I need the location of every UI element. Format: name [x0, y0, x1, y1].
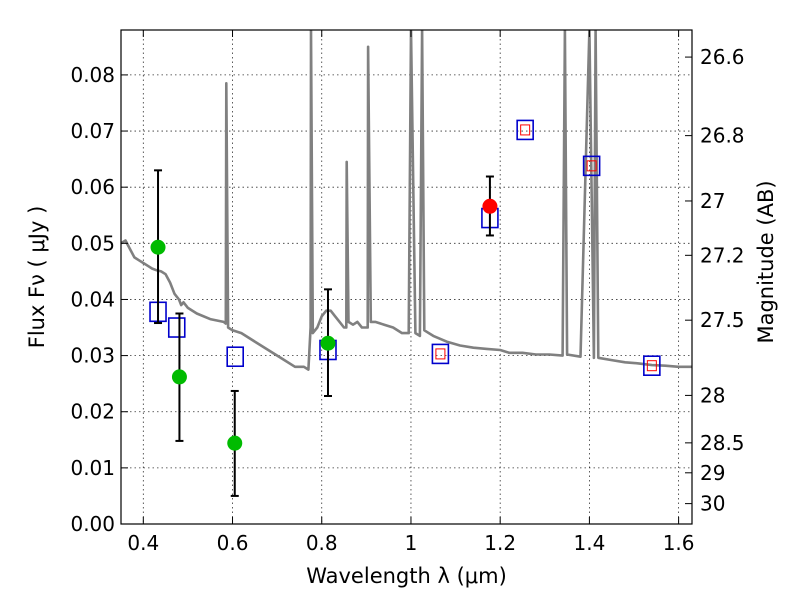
model-point-blue-square [431, 343, 450, 365]
x-axis-label: Wavelength λ (μm) [306, 564, 507, 588]
observed-point [482, 198, 498, 214]
mag-tick-label: 27 [700, 189, 725, 213]
mag-tick-label: 29 [700, 461, 725, 485]
x-tick-label: 0.4 [127, 531, 159, 555]
y-tick-label: 0.07 [70, 119, 115, 143]
observed-point [227, 435, 243, 451]
mag-tick-label: 26.6 [700, 45, 745, 69]
x-tick-label: 0.8 [306, 531, 338, 555]
model-point-red-square [520, 124, 531, 136]
y-tick-label: 0.02 [70, 400, 115, 424]
mag-tick-label: 27.5 [700, 308, 745, 332]
x-tick-label: 1 [405, 531, 418, 555]
ticks-layer: 0.4 0.6 0.8 1 1.2 1.4 1.6 0.00 0.01 0.02 0.03 0.04 0… [70, 30, 745, 555]
mag-tick-label: 26.8 [700, 124, 745, 148]
grid [121, 30, 692, 525]
x-tick-label: 1.6 [663, 531, 695, 555]
observed-point [320, 335, 336, 351]
model-point-red-square [586, 160, 597, 172]
observed-point [171, 369, 187, 385]
y-tick-label: 0.05 [70, 231, 115, 255]
model-spectrum-line [121, 30, 692, 371]
model-point-red-square [646, 360, 657, 372]
model-point-blue-square [516, 119, 534, 141]
model-point-blue-square [226, 346, 244, 368]
y-axis-label: Flux Fν ( μJy ) [25, 206, 49, 349]
observed-point [150, 239, 166, 255]
model-point-blue-square [582, 155, 601, 177]
model-point-blue-square [643, 355, 661, 376]
model-point-blue-square [167, 317, 186, 338]
points-layer [149, 119, 661, 497]
y-tick-label: 0.00 [70, 512, 115, 536]
y-tick-label: 0.06 [70, 175, 115, 199]
y-tick-label: 0.08 [70, 63, 115, 87]
y-axis-right-label: Magnitude (AB) [754, 180, 778, 343]
y-tick-label: 0.01 [70, 456, 115, 480]
mag-tick-label: 27.2 [700, 243, 745, 267]
plot-frame [120, 29, 693, 525]
model-point-red-square [435, 348, 446, 360]
x-tick-label: 1.2 [484, 531, 516, 555]
y-tick-label: 0.04 [70, 287, 115, 311]
y-tick-label: 0.03 [70, 344, 115, 368]
x-tick-label: 1.4 [573, 531, 605, 555]
mag-tick-label: 28.5 [700, 431, 745, 455]
mag-tick-label: 28 [700, 383, 725, 407]
mag-tick-label: 30 [700, 492, 725, 516]
x-tick-label: 0.6 [217, 531, 249, 555]
model-spectrum-layer [121, 30, 692, 371]
